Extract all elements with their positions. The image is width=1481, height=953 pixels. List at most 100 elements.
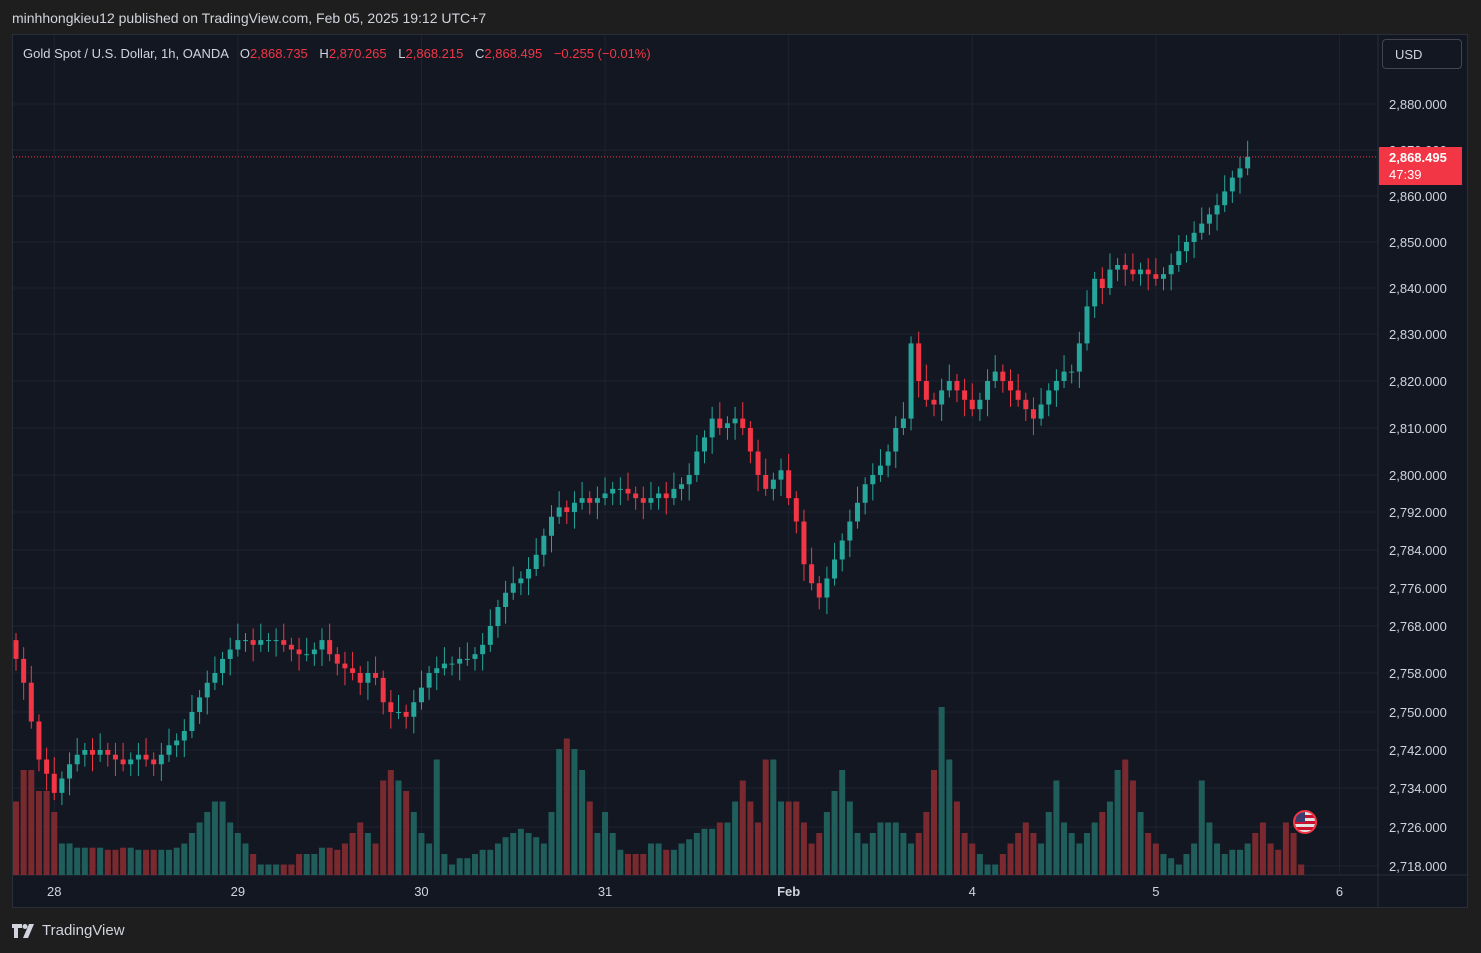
volume-bar (839, 770, 846, 875)
candle-body (870, 475, 876, 485)
candle-body (671, 488, 677, 499)
y-tick-label: 2,768.000 (1389, 619, 1447, 634)
candle-body (1138, 269, 1144, 275)
volume-bar (1022, 822, 1029, 875)
candle-body (1061, 371, 1067, 381)
candle-body (13, 640, 19, 659)
us-flag-event-icon[interactable] (1293, 810, 1317, 834)
candle-body (365, 673, 371, 683)
volume-bar (97, 847, 104, 875)
candle-body (579, 498, 585, 503)
volume-bar (1259, 822, 1266, 875)
volume-bar (403, 791, 410, 875)
volume-bar (1290, 833, 1297, 875)
volume-bar (1015, 833, 1022, 875)
candle-body (809, 564, 815, 584)
candle-body (702, 437, 707, 452)
candle-body (1122, 265, 1128, 270)
candle-body (747, 428, 753, 452)
x-tick-label: Feb (777, 884, 800, 899)
chart-legend: Gold Spot / U.S. Dollar, 1h, OANDA O2,86… (23, 46, 651, 61)
candle-body (197, 697, 203, 712)
volume-bar (280, 864, 287, 875)
volume-bar (655, 843, 662, 875)
candle-body (380, 677, 386, 703)
volume-bar (81, 847, 88, 875)
volume-bar (1152, 843, 1159, 875)
candle-body (1199, 223, 1205, 233)
candle-body (288, 644, 294, 650)
volume-bar (66, 843, 73, 875)
volume-bar (380, 780, 387, 875)
volume-bar (548, 812, 555, 875)
volume-bar (625, 854, 631, 875)
candle-body (51, 773, 57, 793)
candle-body (977, 399, 983, 410)
volume-bar (257, 864, 264, 875)
bar-countdown: 47:39 (1389, 167, 1422, 182)
volume-bar (1229, 849, 1236, 875)
candle-body (571, 502, 577, 512)
candle-body (1084, 306, 1090, 344)
candle-body (916, 343, 922, 381)
candlestick-chart[interactable]: 2,880.0002,870.0002,860.0002,850.0002,84… (13, 35, 1467, 907)
candle-body (1183, 242, 1189, 252)
candle-body (663, 493, 669, 499)
candle-body (74, 754, 80, 765)
volume-bar (854, 833, 861, 875)
volume-bar (670, 849, 677, 875)
volume-bar (1298, 864, 1305, 875)
volume-bar (663, 849, 670, 875)
volume-bar (341, 843, 348, 875)
candle-body (549, 516, 554, 536)
volume-bar (701, 828, 708, 875)
y-tick-label: 2,734.000 (1389, 781, 1447, 796)
candle-body (158, 754, 164, 765)
candle-body (235, 640, 241, 650)
candle-body (143, 754, 149, 760)
volume-bar (188, 833, 195, 875)
candle-body (357, 673, 363, 683)
volume-bar (1068, 833, 1075, 875)
candle-body (426, 673, 432, 688)
volume-bar (51, 812, 58, 875)
candle-body (480, 644, 486, 655)
volume-bar (28, 770, 35, 875)
candle-body (105, 750, 111, 755)
volume-bar (961, 833, 968, 875)
candle-body (1222, 191, 1228, 206)
candle-body (151, 759, 157, 765)
volume-bar (1045, 812, 1052, 875)
open-label: O (239, 46, 250, 61)
volume-bar (831, 791, 838, 875)
candle-body (135, 754, 141, 760)
volume-bar (319, 847, 325, 875)
volume-bar (846, 801, 853, 875)
last-price-value: 2,868.495 (1389, 150, 1447, 165)
volume-bar (143, 849, 150, 875)
volume-bar (74, 847, 81, 875)
candle-body (1076, 343, 1082, 372)
volume-bar (1206, 822, 1213, 875)
footer-brand[interactable]: TradingView (12, 922, 125, 939)
volume-bar (303, 854, 310, 875)
volume-bar (242, 843, 249, 875)
volume-bar (418, 833, 425, 875)
volume-bar (1129, 780, 1136, 875)
volume-bar (808, 843, 815, 875)
candle-body (893, 428, 899, 452)
candle-body (67, 764, 73, 779)
close-label: C (474, 46, 485, 61)
volume-bar (571, 749, 578, 875)
volume-bar (487, 849, 494, 875)
volume-bar (104, 849, 111, 875)
candle-body (679, 484, 685, 489)
volume-bar (173, 847, 180, 875)
currency-button[interactable]: USD (1382, 39, 1462, 69)
volume-bar (953, 801, 960, 875)
volume-bar (158, 849, 165, 875)
volume-bar (877, 822, 884, 875)
candle-body (1237, 168, 1243, 178)
volume-bar (640, 854, 647, 875)
candle-body (174, 740, 180, 746)
